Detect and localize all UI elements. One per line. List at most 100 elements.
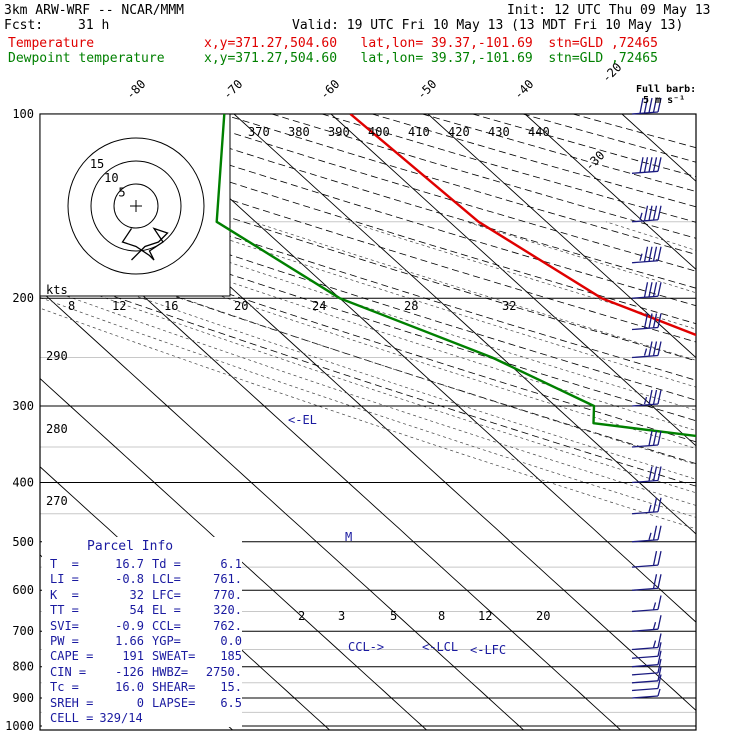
hodograph-ring [67,137,205,275]
parcel-param-value: 191 [122,649,144,664]
wind-barb [631,574,662,591]
potential-temperature-label: 440 [528,125,550,139]
dry-adiabat [40,209,696,422]
parcel-param-value: 16.0 [115,680,144,695]
hodograph-ring-label: 5 [118,185,125,199]
potential-temperature-label: 420 [448,125,470,139]
parcel-cell-value: 329/14 [99,710,143,725]
forecast-label: Fcst: [4,18,44,33]
mixing-ratio-label: 12 [112,299,126,313]
dry-adiabat [40,270,696,487]
wind-barb [631,389,662,407]
parcel-param-label: LAPSE= [152,695,196,710]
parcel-param-value: -0.9 [115,618,144,633]
parcel-param-value: 6.1 [220,557,242,571]
potential-temperature-label: 400 [368,125,390,139]
parcel-row: T = 16.7 Td = 6.1 [50,557,250,572]
parcel-info-panel: Parcel Info T = 16.7 Td = 6.1 LI = -0.8 LCL= 76… [42,537,242,727]
mixing-ratio-label: 8 [438,609,445,623]
parcel-param-label: T = [50,557,79,571]
parcel-param-value: 0 [136,695,144,710]
parcel-param-label: SREH = [50,695,94,710]
pressure-tick-label: 200 [12,291,34,305]
wind-barb [631,341,662,359]
wind-barb [631,633,662,651]
parcel-param-value: -0.8 [115,572,144,587]
hodograph-panel [39,113,231,297]
mixing-ratio-label: 32 [502,299,516,313]
potential-temperature-label: 430 [488,125,510,139]
parcel-param-label: LFC= [152,587,181,602]
dewpoint-legend-label: Dewpoint temperature [8,51,165,66]
dry-adiabat [40,249,696,465]
hodograph-ring-label: 15 [90,157,104,171]
isotherm [40,201,622,730]
parcel-param-label: EL = [152,603,181,618]
barb-legend-unit: 5 m s⁻¹ [643,95,685,106]
sounding-annotation: M [345,530,352,544]
pressure-tick-label: 400 [12,475,34,489]
hodograph-trace [121,227,169,261]
parcel-param-value: 16.7 [115,557,144,571]
parcel-param-label: SWEAT= [152,649,196,664]
parcel-row: Tc = 16.0 SHEAR= 15. [50,680,250,695]
parcel-param-label: Td = [152,557,181,571]
parcel-param-value: 770. [213,587,242,602]
wind-barb [631,688,661,699]
plot-frame [39,113,697,731]
parcel-cell-row: CELL = 329/14 [50,711,250,726]
parcel-param-value: -126 [115,664,144,679]
wind-barb [631,430,662,448]
parcel-param-value: 54 [129,603,144,618]
potential-temperature-label: 290 [46,349,68,363]
pressure-tick-label: 600 [12,583,34,597]
potential-temperature-label: 370 [248,125,270,139]
wind-barb [631,205,662,223]
parcel-row: CIN = -126 HWBZ= 2750. [50,665,250,680]
init-time: Init: 12 UTC Thu 09 May 13 [507,3,711,18]
wind-barb [631,550,662,568]
wind-barb [631,666,662,684]
pressure-tick-label: 300 [12,399,34,413]
mixing-ratio-label: 24 [312,299,326,313]
parcel-param-value: 2750. [205,664,242,679]
hodograph-ring-label: 10 [104,171,118,185]
mixing-ratio-label: 16 [164,299,178,313]
valid-time: Valid: 19 UTC Fri 10 May 13 (13 MDT Fri … [292,18,684,33]
parcel-cell-label: CELL = [50,710,94,725]
sounding-annotation: CCL-> [348,640,384,654]
pressure-tick-label: 900 [12,691,34,705]
parcel-param-value: 320. [213,603,242,618]
dewpoint-legend-info: x,y=371.27,504.60 lat,lon= 39.37,-101.69… [204,51,658,66]
parcel-param-value: 761. [213,572,242,587]
wind-barb [631,595,662,613]
parcel-param-label: SHEAR= [152,680,196,695]
parcel-param-label: LI = [50,572,79,587]
parcel-param-label: YGP= [152,633,181,648]
parcel-row: K = 32 LFC= 770. [50,588,250,603]
potential-temperature-label: 410 [408,125,430,139]
dry-adiabat [40,190,696,401]
isotherm [621,114,696,182]
wind-barb [631,97,662,115]
mixing-ratio-label: 20 [234,299,248,313]
parcel-param-label: K = [50,587,79,602]
potential-temperature-label: 380 [288,125,310,139]
pressure-tick-label: 700 [12,624,34,638]
isotherm-label: -80 [123,77,148,102]
isotherm [40,377,428,730]
mixing-ratio-label: 28 [404,299,418,313]
wind-barb [631,246,662,264]
mixing-ratio-label: 20 [536,609,550,623]
wind-barb [631,157,662,174]
sounding-annotation: <-LCL [422,640,458,654]
parcel-param-value: 1.66 [115,633,144,648]
wind-barb [631,658,662,676]
isotherm [40,289,525,730]
isotherm [719,114,740,739]
potential-temperature-label: 390 [328,125,350,139]
model-title: 3km ARW-WRF -- NCAR/MMM [4,3,185,18]
hodograph-unit-label: kts [46,283,68,297]
isotherm [330,114,696,447]
